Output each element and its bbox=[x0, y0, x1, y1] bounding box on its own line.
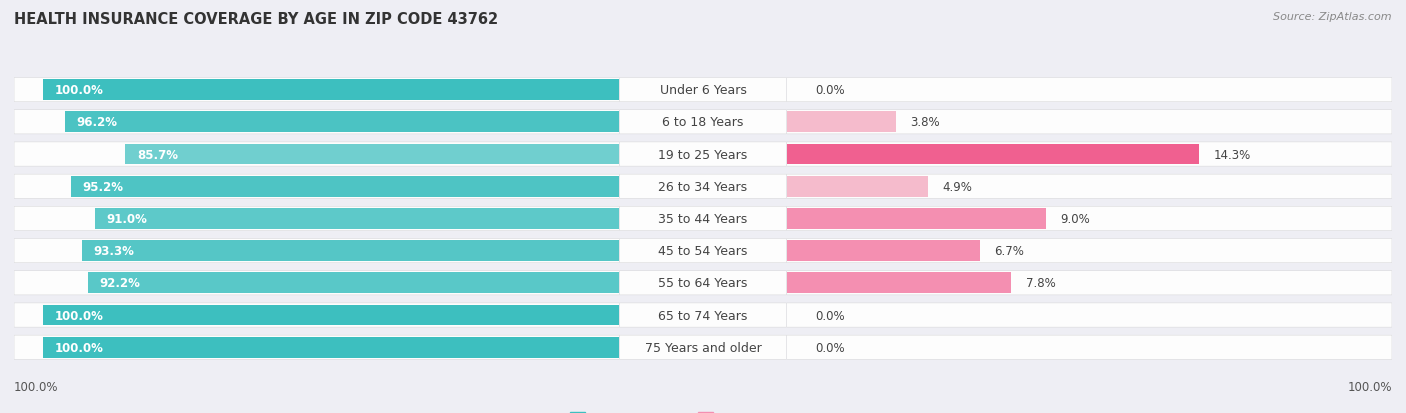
Bar bbox=[65, 112, 620, 133]
Text: 26 to 34 Years: 26 to 34 Years bbox=[658, 180, 748, 193]
Bar bbox=[44, 305, 620, 326]
Bar bbox=[786, 176, 928, 197]
FancyBboxPatch shape bbox=[620, 303, 786, 327]
Text: 3.8%: 3.8% bbox=[911, 116, 941, 129]
FancyBboxPatch shape bbox=[14, 78, 620, 102]
FancyBboxPatch shape bbox=[786, 239, 1392, 263]
Text: 92.2%: 92.2% bbox=[100, 277, 141, 290]
FancyBboxPatch shape bbox=[620, 78, 786, 102]
Text: 0.0%: 0.0% bbox=[815, 341, 845, 354]
FancyBboxPatch shape bbox=[786, 175, 1392, 199]
FancyBboxPatch shape bbox=[14, 335, 620, 359]
FancyBboxPatch shape bbox=[620, 335, 786, 359]
FancyBboxPatch shape bbox=[14, 271, 620, 295]
Bar bbox=[82, 240, 620, 261]
Bar bbox=[786, 112, 896, 133]
Text: 6.7%: 6.7% bbox=[994, 244, 1024, 257]
Bar bbox=[87, 273, 620, 294]
Text: 6 to 18 Years: 6 to 18 Years bbox=[662, 116, 744, 129]
Bar bbox=[786, 144, 1199, 165]
Bar bbox=[70, 176, 620, 197]
FancyBboxPatch shape bbox=[786, 111, 1392, 135]
Text: 4.9%: 4.9% bbox=[942, 180, 972, 193]
FancyBboxPatch shape bbox=[786, 335, 1392, 359]
FancyBboxPatch shape bbox=[786, 303, 1392, 327]
Text: 55 to 64 Years: 55 to 64 Years bbox=[658, 277, 748, 290]
Text: 35 to 44 Years: 35 to 44 Years bbox=[658, 212, 748, 225]
Text: HEALTH INSURANCE COVERAGE BY AGE IN ZIP CODE 43762: HEALTH INSURANCE COVERAGE BY AGE IN ZIP … bbox=[14, 12, 498, 27]
Bar bbox=[786, 273, 1011, 294]
Text: 19 to 25 Years: 19 to 25 Years bbox=[658, 148, 748, 161]
Text: 14.3%: 14.3% bbox=[1213, 148, 1250, 161]
Text: 96.2%: 96.2% bbox=[76, 116, 117, 129]
Text: 65 to 74 Years: 65 to 74 Years bbox=[658, 309, 748, 322]
Text: 100.0%: 100.0% bbox=[55, 309, 103, 322]
Text: 75 Years and older: 75 Years and older bbox=[644, 341, 762, 354]
Text: 100.0%: 100.0% bbox=[1347, 380, 1392, 393]
Text: 93.3%: 93.3% bbox=[93, 244, 134, 257]
Text: 100.0%: 100.0% bbox=[55, 84, 103, 97]
FancyBboxPatch shape bbox=[620, 239, 786, 263]
Text: 91.0%: 91.0% bbox=[107, 212, 148, 225]
FancyBboxPatch shape bbox=[620, 271, 786, 295]
FancyBboxPatch shape bbox=[14, 239, 620, 263]
Text: 9.0%: 9.0% bbox=[1060, 212, 1090, 225]
Text: Source: ZipAtlas.com: Source: ZipAtlas.com bbox=[1274, 12, 1392, 22]
FancyBboxPatch shape bbox=[14, 142, 620, 167]
FancyBboxPatch shape bbox=[786, 271, 1392, 295]
Text: 100.0%: 100.0% bbox=[14, 380, 59, 393]
Bar bbox=[125, 144, 620, 165]
Bar bbox=[786, 209, 1046, 229]
FancyBboxPatch shape bbox=[620, 207, 786, 231]
FancyBboxPatch shape bbox=[14, 111, 620, 135]
FancyBboxPatch shape bbox=[786, 78, 1392, 102]
FancyBboxPatch shape bbox=[620, 111, 786, 135]
FancyBboxPatch shape bbox=[14, 207, 620, 231]
FancyBboxPatch shape bbox=[14, 303, 620, 327]
Text: 45 to 54 Years: 45 to 54 Years bbox=[658, 244, 748, 257]
Bar bbox=[94, 209, 620, 229]
Bar bbox=[44, 337, 620, 358]
FancyBboxPatch shape bbox=[786, 207, 1392, 231]
Text: 100.0%: 100.0% bbox=[55, 341, 103, 354]
FancyBboxPatch shape bbox=[620, 175, 786, 199]
Text: 0.0%: 0.0% bbox=[815, 309, 845, 322]
Text: 0.0%: 0.0% bbox=[815, 84, 845, 97]
Text: 7.8%: 7.8% bbox=[1026, 277, 1056, 290]
Bar bbox=[44, 80, 620, 101]
FancyBboxPatch shape bbox=[620, 142, 786, 167]
Text: Under 6 Years: Under 6 Years bbox=[659, 84, 747, 97]
Bar bbox=[786, 240, 980, 261]
FancyBboxPatch shape bbox=[786, 142, 1392, 167]
FancyBboxPatch shape bbox=[14, 175, 620, 199]
Text: 95.2%: 95.2% bbox=[82, 180, 124, 193]
Legend: With Coverage, Without Coverage: With Coverage, Without Coverage bbox=[565, 406, 841, 413]
Text: 85.7%: 85.7% bbox=[136, 148, 179, 161]
